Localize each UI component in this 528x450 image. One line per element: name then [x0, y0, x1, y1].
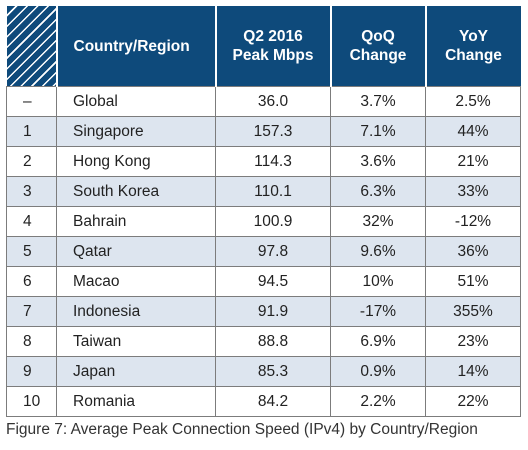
qoq-cell: 2.2%: [330, 386, 426, 417]
peak-cell: 36.0: [215, 86, 331, 117]
yoy-cell: 36%: [425, 236, 521, 267]
country-cell: Hong Kong: [56, 146, 216, 177]
qoq-cell: 6.3%: [330, 176, 426, 207]
table-row: – Global 36.0 3.7% 2.5%: [6, 86, 521, 117]
speed-table-container: Country/Region Q2 2016 Peak Mbps QoQ Cha…: [6, 6, 521, 417]
header-yoy-line2: Change: [445, 47, 502, 64]
yoy-cell: 22%: [425, 386, 521, 417]
qoq-cell: 3.6%: [330, 146, 426, 177]
rank-cell: 7: [6, 296, 57, 327]
yoy-cell: 355%: [425, 296, 521, 327]
peak-cell: 94.5: [215, 266, 331, 297]
table-row: 2 Hong Kong 114.3 3.6% 21%: [6, 146, 521, 177]
header-qoq-line2: Change: [349, 47, 407, 64]
header-peak-line2: Peak Mbps: [232, 47, 314, 64]
country-cell: Japan: [56, 356, 216, 387]
header-hatch-cell: [6, 6, 57, 87]
header-peak: Q2 2016 Peak Mbps: [214, 6, 331, 87]
qoq-cell: 7.1%: [330, 116, 426, 147]
peak-cell: 97.8: [215, 236, 331, 267]
qoq-cell: 0.9%: [330, 356, 426, 387]
country-cell: South Korea: [56, 176, 216, 207]
header-yoy-line1: YoY: [459, 28, 488, 45]
table-row: 4 Bahrain 100.9 32% -12%: [6, 206, 521, 237]
header-country: Country/Region: [55, 6, 216, 87]
table-row: 5 Qatar 97.8 9.6% 36%: [6, 236, 521, 267]
table-row: 6 Macao 94.5 10% 51%: [6, 266, 521, 297]
qoq-cell: 6.9%: [330, 326, 426, 357]
yoy-cell: 2.5%: [425, 86, 521, 117]
yoy-cell: 21%: [425, 146, 521, 177]
country-cell: Taiwan: [56, 326, 216, 357]
peak-cell: 100.9: [215, 206, 331, 237]
header-row: Country/Region Q2 2016 Peak Mbps QoQ Cha…: [6, 6, 521, 87]
peak-cell: 91.9: [215, 296, 331, 327]
rank-cell: 2: [6, 146, 57, 177]
country-cell: Indonesia: [56, 296, 216, 327]
peak-cell: 114.3: [215, 146, 331, 177]
table-row: 3 South Korea 110.1 6.3% 33%: [6, 176, 521, 207]
rank-cell: 3: [6, 176, 57, 207]
table-row: 9 Japan 85.3 0.9% 14%: [6, 356, 521, 387]
country-cell: Romania: [56, 386, 216, 417]
qoq-cell: 3.7%: [330, 86, 426, 117]
peak-cell: 84.2: [215, 386, 331, 417]
table-row: 1 Singapore 157.3 7.1% 44%: [6, 116, 521, 147]
peak-cell: 88.8: [215, 326, 331, 357]
peak-cell: 157.3: [215, 116, 331, 147]
peak-cell: 85.3: [215, 356, 331, 387]
rank-cell: 6: [6, 266, 57, 297]
table-row: 8 Taiwan 88.8 6.9% 23%: [6, 326, 521, 357]
header-qoq: QoQ Change: [329, 6, 426, 87]
country-cell: Macao: [56, 266, 216, 297]
table-row: 7 Indonesia 91.9 -17% 355%: [6, 296, 521, 327]
rank-cell: 10: [6, 386, 57, 417]
qoq-cell: -17%: [330, 296, 426, 327]
header-peak-line1: Q2 2016: [243, 28, 303, 45]
yoy-cell: 33%: [425, 176, 521, 207]
peak-cell: 110.1: [215, 176, 331, 207]
rank-cell: 5: [6, 236, 57, 267]
qoq-cell: 32%: [330, 206, 426, 237]
header-qoq-line1: QoQ: [361, 28, 395, 45]
figure-caption: Figure 7: Average Peak Connection Speed …: [6, 421, 478, 438]
header-yoy: YoY Change: [424, 6, 521, 87]
rank-cell: 1: [6, 116, 57, 147]
country-cell: Qatar: [56, 236, 216, 267]
rank-cell: 9: [6, 356, 57, 387]
yoy-cell: 44%: [425, 116, 521, 147]
country-cell: Global: [56, 86, 216, 117]
qoq-cell: 10%: [330, 266, 426, 297]
rank-cell: –: [6, 86, 57, 117]
country-cell: Bahrain: [56, 206, 216, 237]
yoy-cell: 14%: [425, 356, 521, 387]
yoy-cell: 51%: [425, 266, 521, 297]
yoy-cell: -12%: [425, 206, 521, 237]
country-cell: Singapore: [56, 116, 216, 147]
rank-cell: 4: [6, 206, 57, 237]
yoy-cell: 23%: [425, 326, 521, 357]
speed-table: Country/Region Q2 2016 Peak Mbps QoQ Cha…: [6, 6, 521, 417]
qoq-cell: 9.6%: [330, 236, 426, 267]
table-row: 10 Romania 84.2 2.2% 22%: [6, 386, 521, 417]
rank-cell: 8: [6, 326, 57, 357]
